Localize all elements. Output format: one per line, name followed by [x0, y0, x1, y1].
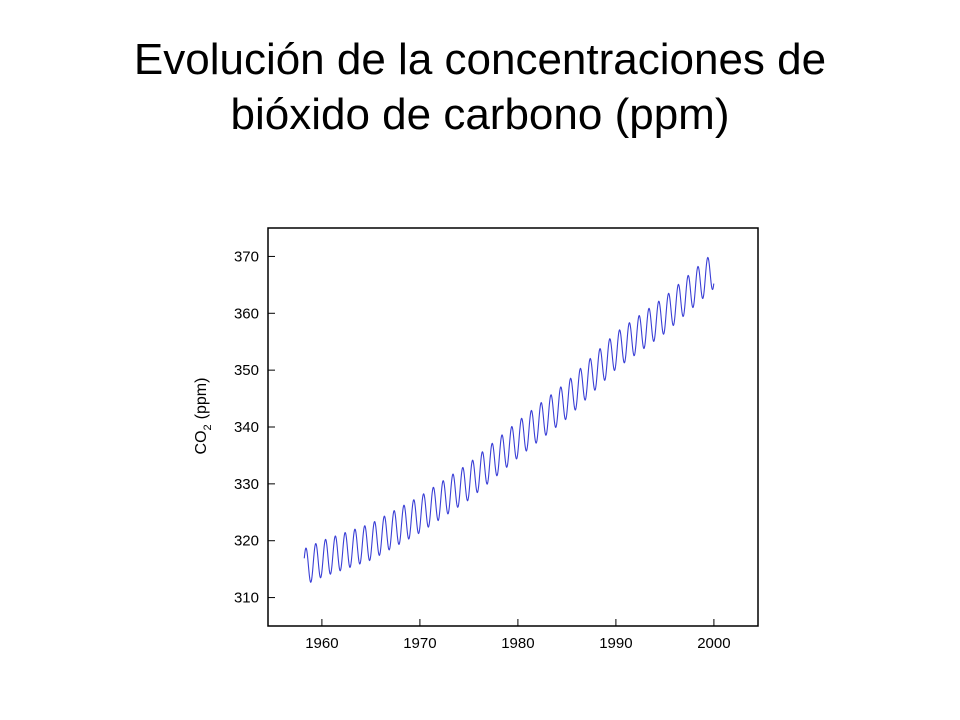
y-tick-label: 340	[234, 419, 259, 436]
slide-title: Evolución de la concentraciones de bióxi…	[40, 32, 920, 142]
y-axis-label-subscript: 2	[202, 424, 214, 430]
y-tick-label: 350	[234, 362, 259, 379]
x-tick-label: 2000	[697, 635, 730, 652]
x-tick-label: 1980	[501, 635, 534, 652]
x-tick-label: 1990	[599, 635, 632, 652]
co2-series-line	[303, 256, 715, 584]
y-tick-label: 320	[234, 533, 259, 550]
x-tick-label: 1970	[403, 635, 436, 652]
y-tick-label: 360	[234, 305, 259, 322]
y-axis: 310 320 330 340 350 360 370	[234, 248, 275, 607]
y-axis-label: CO2(ppm)	[193, 378, 214, 455]
x-tick-label: 1960	[305, 635, 338, 652]
y-tick-label: 310	[234, 590, 259, 607]
title-line-1: Evolución de la concentraciones de	[133, 35, 827, 84]
y-tick-label: 330	[234, 476, 259, 493]
title-line-2: bióxido de carbono (ppm)	[230, 90, 730, 139]
x-axis: 1960 1970 1980 1990 2000	[305, 619, 731, 652]
y-tick-label: 370	[234, 248, 259, 265]
